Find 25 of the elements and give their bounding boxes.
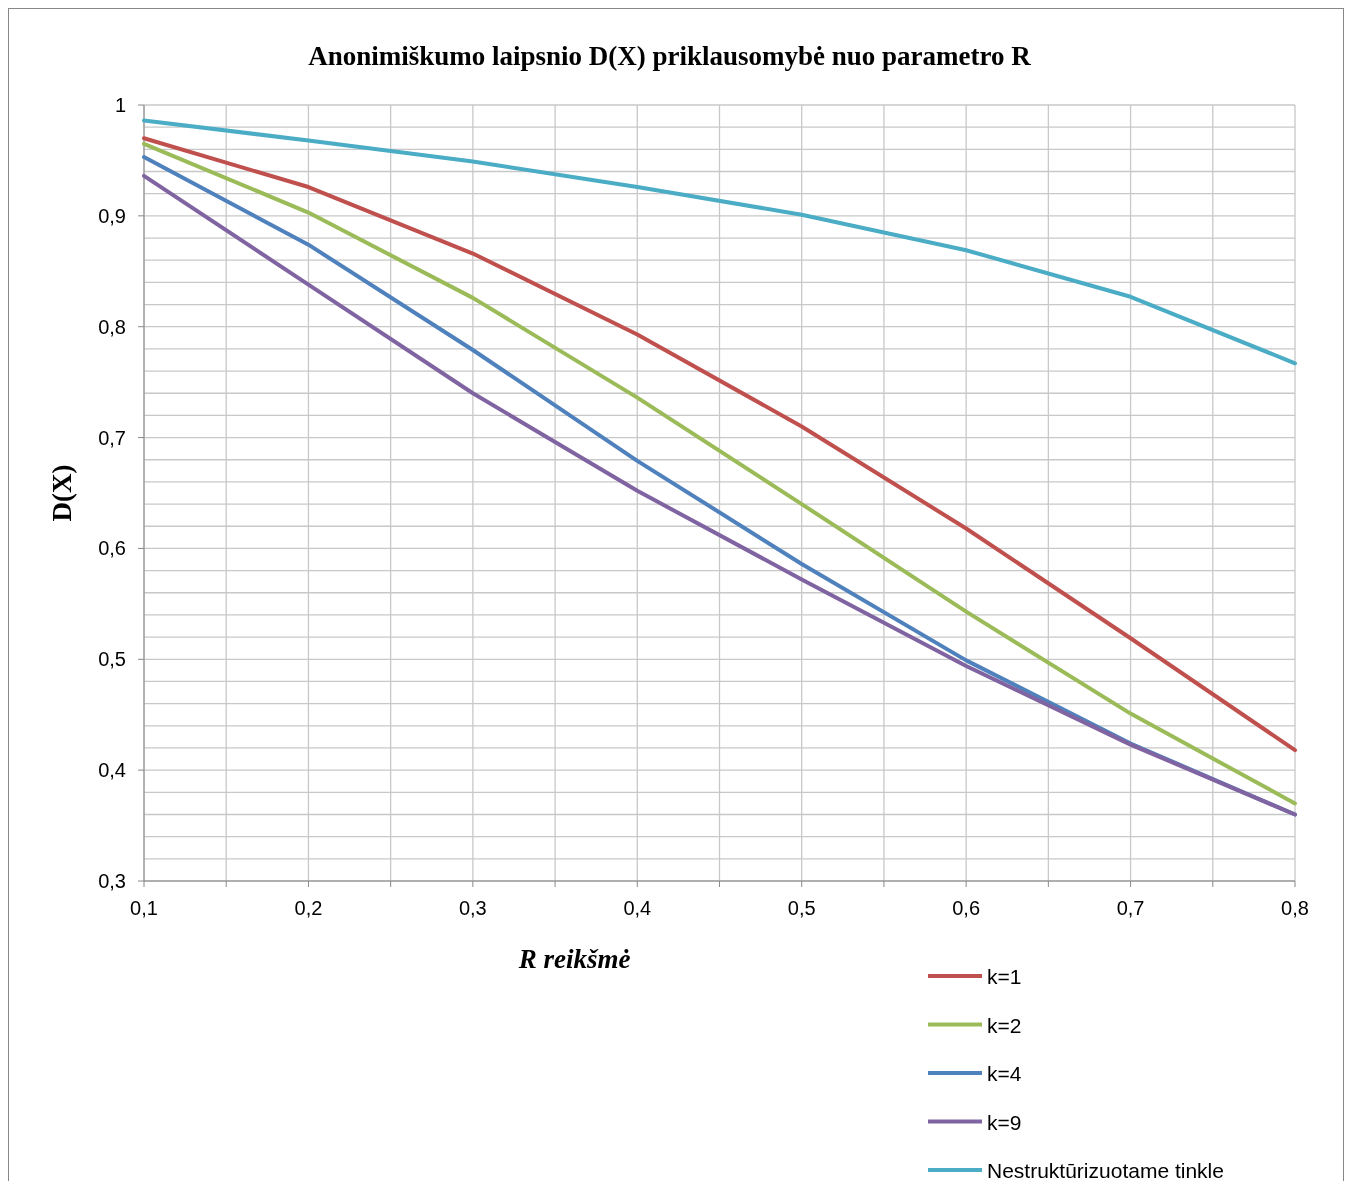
line-series xyxy=(142,118,1297,366)
y-tick-label: 1 xyxy=(114,94,126,116)
legend-label: k=1 xyxy=(987,965,1022,988)
legend-label: k=9 xyxy=(987,1110,1022,1134)
x-tick-label: 0,4 xyxy=(623,897,652,919)
legend-label: k=2 xyxy=(987,1013,1022,1037)
x-tick-label: 0,1 xyxy=(130,897,158,919)
x-tick-label: 0,7 xyxy=(1116,897,1145,919)
y-tick-label: 0,5 xyxy=(98,648,126,671)
legend-label: k=4 xyxy=(987,1062,1022,1085)
x-tick-label: 0,6 xyxy=(952,897,981,919)
x-tick-label: 0,2 xyxy=(294,897,323,919)
x-axis-title: R reikšmė xyxy=(517,944,631,974)
y-axis-title: D(X) xyxy=(47,464,77,522)
y-tick-label: 0,9 xyxy=(98,204,126,227)
legend-label: Nestruktūrizuotame tinkle xyxy=(987,1159,1224,1182)
y-tick-label: 0,8 xyxy=(98,315,126,338)
x-tick-label: 0,3 xyxy=(458,897,487,919)
y-tick-label: 0,3 xyxy=(98,870,126,892)
chart-title: Anonimiškumo laipsnio D(X) priklausomybė nuo parametro R xyxy=(308,41,1032,71)
y-tick-label: 0,4 xyxy=(98,759,126,782)
x-tick-label: 0,5 xyxy=(787,897,816,919)
y-tick-label: 0,6 xyxy=(98,537,126,560)
x-tick-label: 0,8 xyxy=(1281,897,1309,919)
y-tick-label: 0,7 xyxy=(98,426,126,449)
